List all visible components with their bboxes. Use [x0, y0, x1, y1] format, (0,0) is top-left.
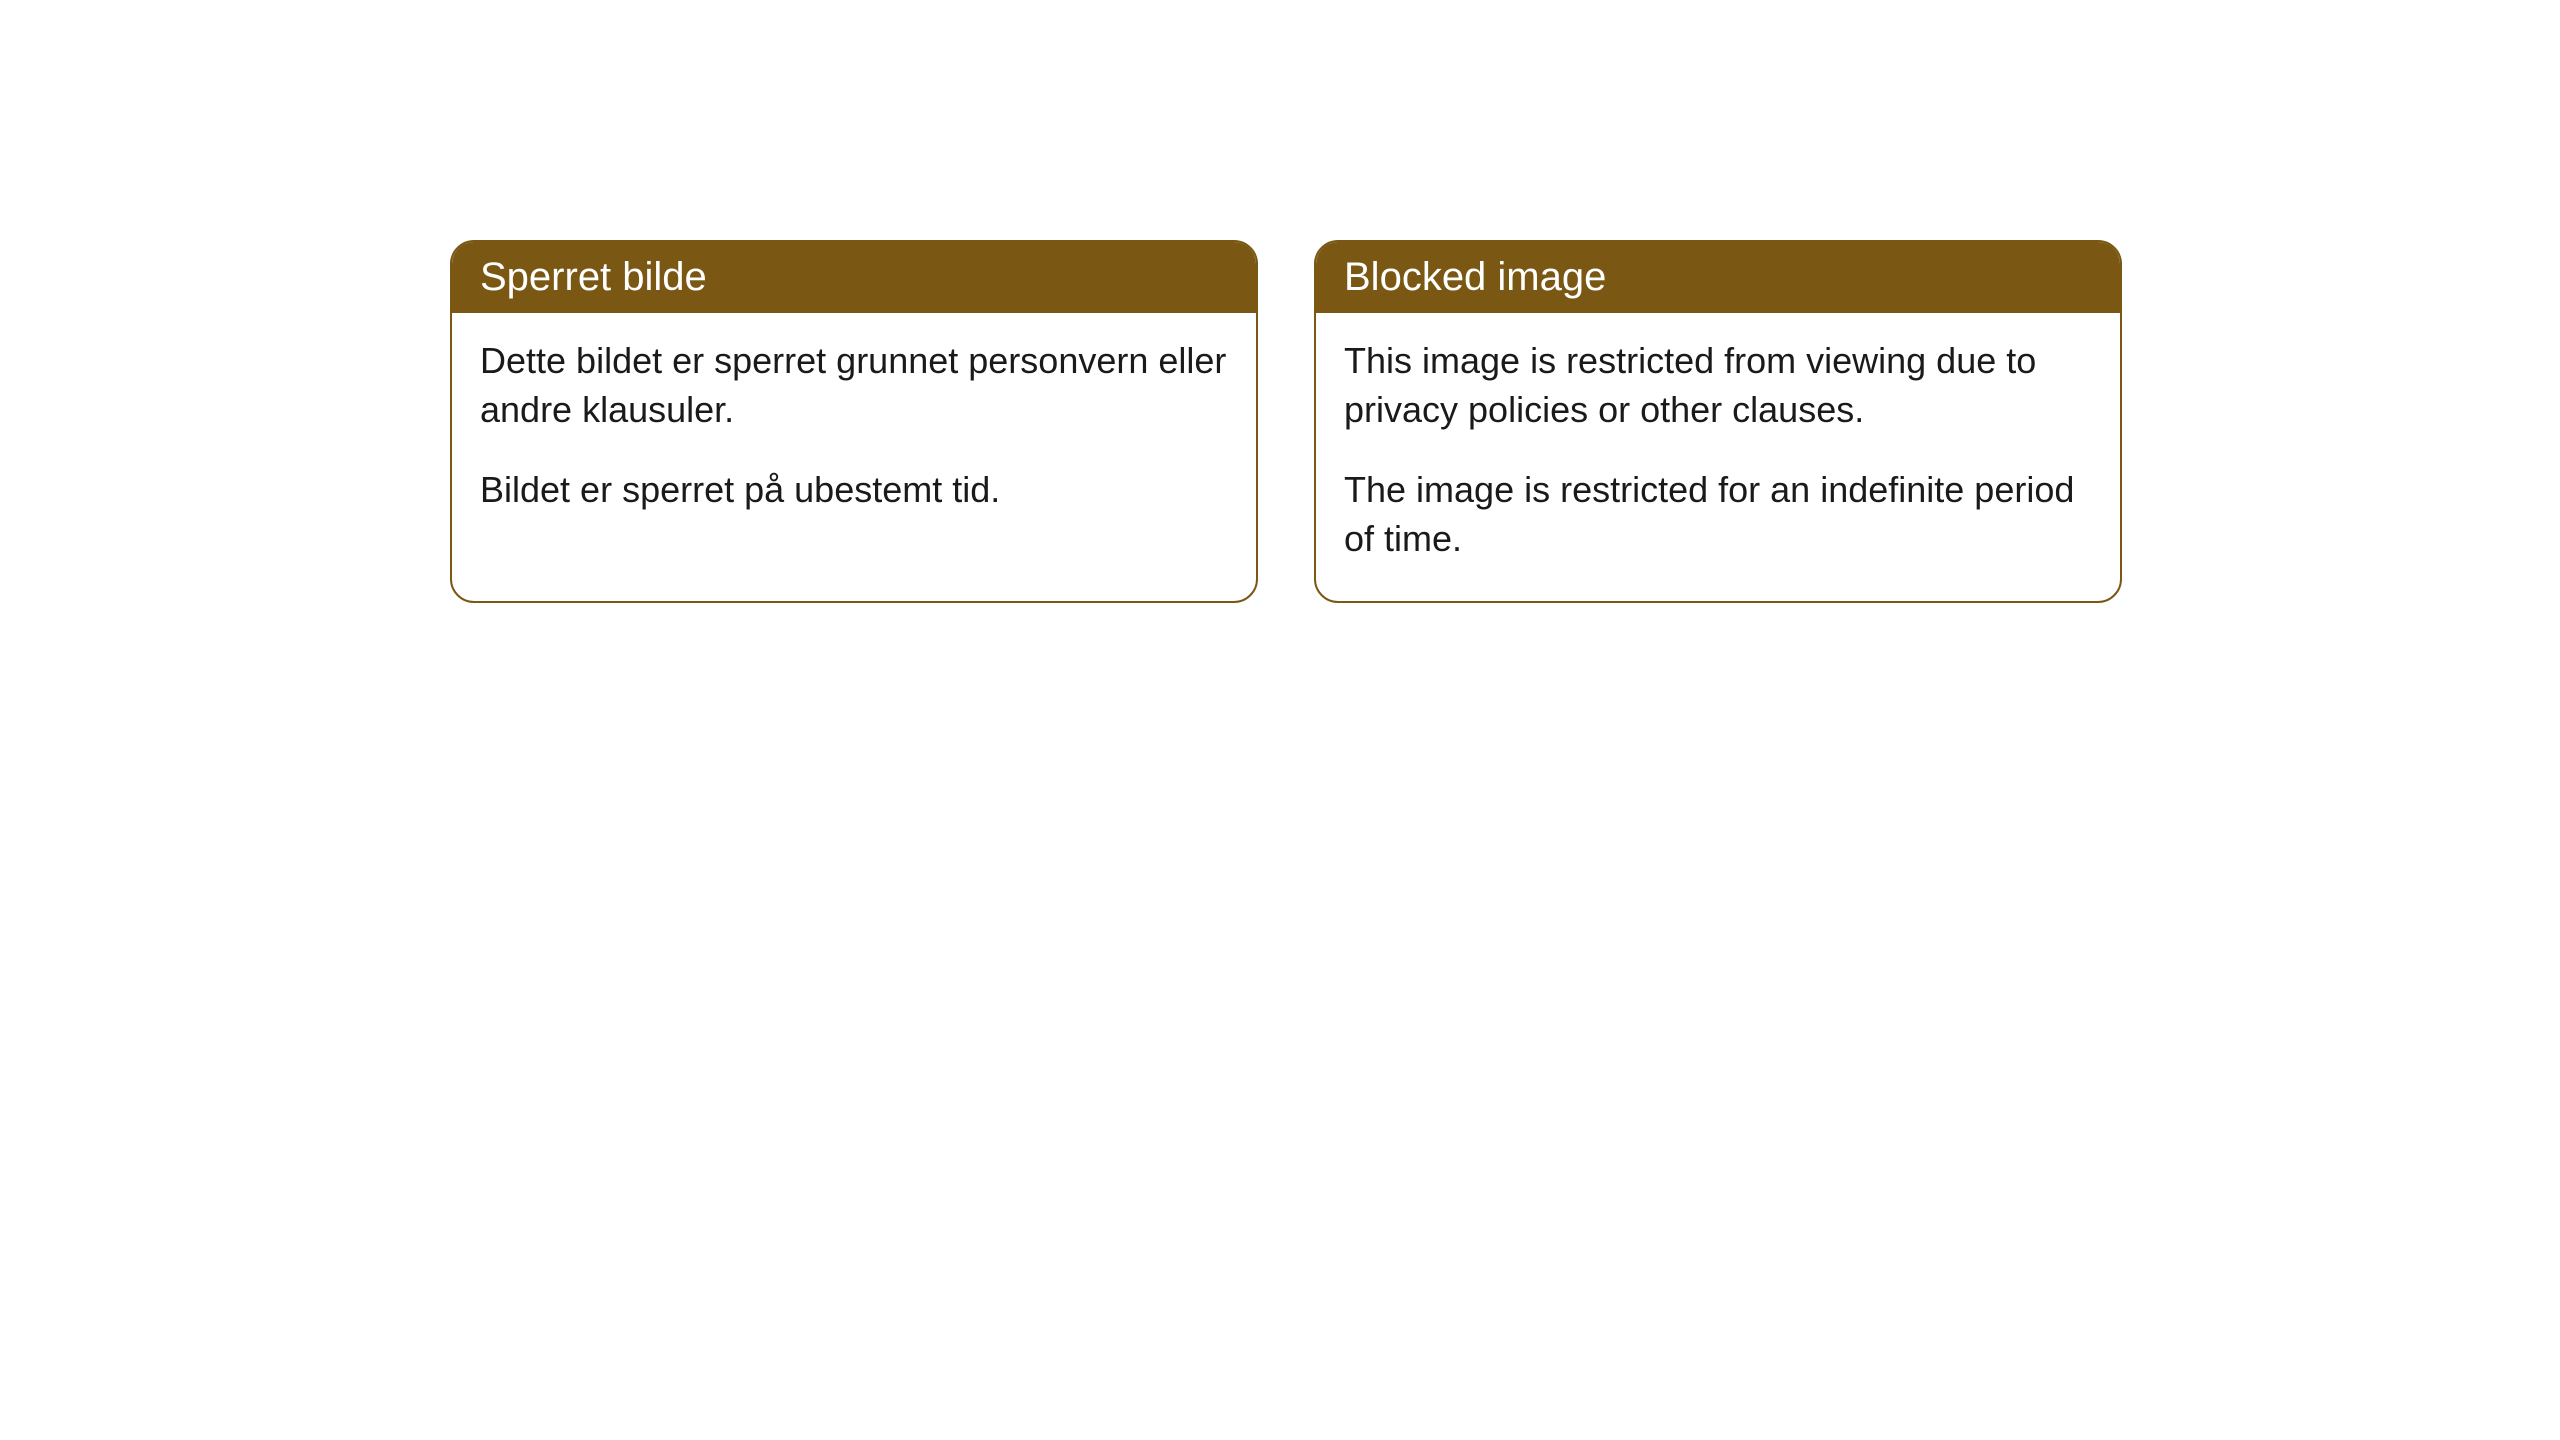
- card-paragraph-2: The image is restricted for an indefinit…: [1344, 466, 2092, 563]
- card-paragraph-1: Dette bildet er sperret grunnet personve…: [480, 337, 1228, 434]
- notice-cards-container: Sperret bilde Dette bildet er sperret gr…: [450, 240, 2122, 603]
- card-title: Sperret bilde: [480, 255, 707, 299]
- card-body: Dette bildet er sperret grunnet personve…: [452, 313, 1256, 553]
- blocked-image-card-english: Blocked image This image is restricted f…: [1314, 240, 2122, 603]
- card-paragraph-1: This image is restricted from viewing du…: [1344, 337, 2092, 434]
- card-title: Blocked image: [1344, 255, 1606, 299]
- card-header: Sperret bilde: [452, 242, 1256, 313]
- blocked-image-card-norwegian: Sperret bilde Dette bildet er sperret gr…: [450, 240, 1258, 603]
- card-paragraph-2: Bildet er sperret på ubestemt tid.: [480, 466, 1228, 515]
- card-body: This image is restricted from viewing du…: [1316, 313, 2120, 601]
- card-header: Blocked image: [1316, 242, 2120, 313]
